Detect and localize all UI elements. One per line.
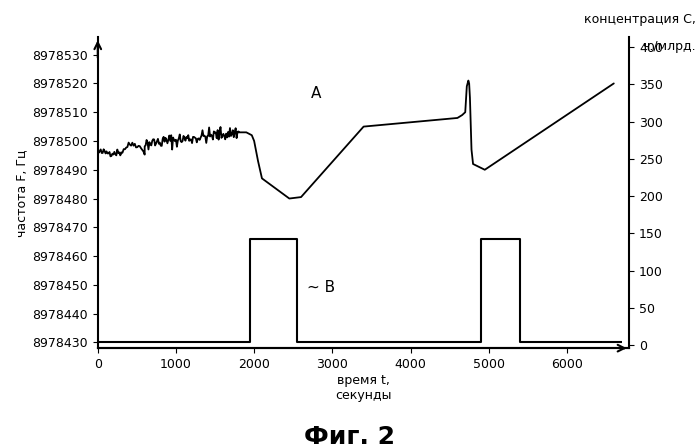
Text: концентрация С,: концентрация С, bbox=[584, 13, 696, 26]
Text: ~ B: ~ B bbox=[307, 280, 335, 295]
Text: Фиг. 2: Фиг. 2 bbox=[304, 425, 395, 448]
X-axis label: время t,
секунды: время t, секунды bbox=[336, 374, 392, 402]
Y-axis label: частота F, Гц: частота F, Гц bbox=[15, 149, 28, 237]
Text: A: A bbox=[310, 86, 321, 101]
Text: ч./млрд.: ч./млрд. bbox=[642, 40, 696, 53]
